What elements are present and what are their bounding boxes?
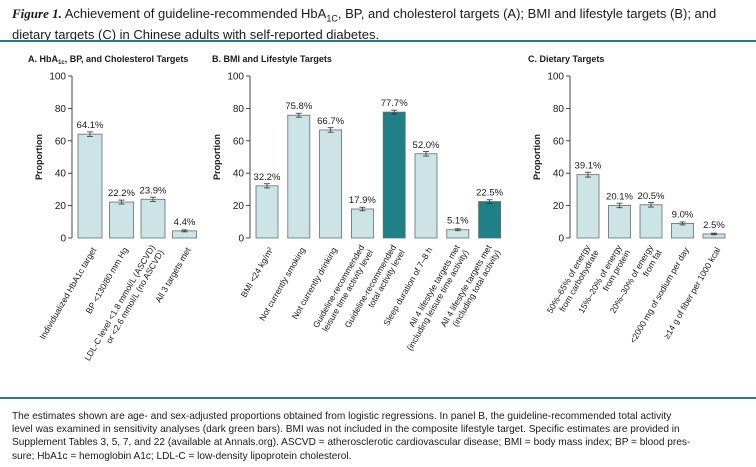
bar	[319, 129, 343, 239]
y-tick-label: 60	[233, 136, 245, 147]
bar	[639, 204, 663, 239]
y-tick-label: 80	[553, 104, 565, 115]
y-axis-label: Proportion	[34, 134, 44, 180]
y-axis-label: Proportion	[532, 134, 542, 180]
footnote-line: level was examined in sensitivity analys…	[12, 424, 680, 436]
y-tick-label: 0	[238, 234, 244, 245]
y-tick-label: 40	[55, 169, 67, 180]
panel-a: A. HbA1c, BP, and Cholesterol Targets 0 20…	[28, 54, 197, 363]
data-label: 17.9%	[349, 195, 376, 206]
data-label: 4.4%	[174, 217, 196, 228]
data-label: 52.0%	[413, 140, 440, 151]
y-tick-label: 100	[227, 72, 244, 83]
title-subscript: 1C	[326, 13, 338, 24]
y-tick-label: 100	[547, 72, 564, 83]
chart-area: A. HbA1c, BP, and Cholesterol Targets 0 20…	[28, 54, 726, 363]
y-tick-label: 80	[233, 104, 245, 115]
y-tick-label: 0	[558, 234, 564, 245]
bar	[414, 153, 438, 239]
bottom-rule	[0, 397, 756, 399]
y-tick-label: 60	[553, 136, 565, 147]
footnote-line: sure; HbA1c = hemoglobin A1c; LDL-C = lo…	[12, 450, 352, 462]
data-label: 5.1%	[447, 216, 469, 227]
title-part-2: , BP, and cholesterol targets (A); BMI a…	[12, 6, 717, 42]
y-tick-label: 100	[49, 72, 66, 83]
bar	[287, 114, 311, 239]
y-tick-label: 80	[55, 104, 67, 115]
y-tick-label: 40	[233, 169, 245, 180]
bar	[350, 208, 374, 239]
bar	[478, 201, 502, 239]
y-tick-label: 0	[60, 234, 66, 245]
top-rule	[0, 40, 756, 42]
data-label: 39.1%	[575, 161, 602, 172]
bar	[576, 174, 600, 239]
y-tick-label: 20	[553, 201, 565, 212]
data-label: 23.9%	[140, 185, 167, 196]
bar	[255, 185, 279, 239]
data-label: 20.5%	[638, 191, 665, 202]
bar	[608, 205, 631, 239]
data-label: 66.7%	[317, 116, 344, 127]
data-label: 32.2%	[254, 172, 281, 183]
figure-label: Figure 1.	[12, 6, 62, 21]
data-label: 22.5%	[476, 188, 503, 199]
y-tick-label: 20	[233, 201, 245, 212]
figure-title: Figure 1. Achievement of guideline-recom…	[12, 6, 748, 42]
category-label: Individualized HbA1c target	[37, 245, 98, 341]
panel-c: C. Dietary Targets 0 20 40 60 80 100 Proportion…	[528, 54, 726, 345]
y-tick-label: 60	[55, 136, 67, 147]
y-axis-label: Proportion	[212, 134, 222, 180]
category-label: BMI <24 kg/m²	[239, 245, 276, 299]
data-label: 75.8%	[285, 101, 312, 112]
footnote: The estimates shown are age- and sex-adj…	[12, 410, 747, 463]
panel-title: B. BMI and Lifestyle Targets	[212, 54, 332, 64]
bar	[382, 111, 406, 239]
panel-b: B. BMI and Lifestyle Targets 0 20 40 60 80 100…	[212, 54, 504, 352]
footnote-line: The estimates shown are age- and sex-adj…	[12, 411, 672, 422]
category-label: ≥14 g of fiber per 1000 kcal	[662, 245, 723, 340]
data-label: 22.2%	[108, 188, 135, 199]
panel-title: A. HbA1c, BP, and Cholesterol Targets	[28, 54, 188, 66]
footnote-line: Supplement Tables 3, 5, 7, and 22 (avail…	[12, 437, 691, 449]
bar	[77, 133, 103, 239]
data-label: 77.7%	[381, 98, 408, 109]
data-label: 2.5%	[703, 220, 725, 231]
panel-title: C. Dietary Targets	[528, 54, 604, 64]
data-label: 9.0%	[672, 209, 694, 220]
bar	[140, 198, 166, 239]
data-label: 64.1%	[77, 120, 104, 131]
bar	[109, 201, 134, 239]
bar	[671, 223, 694, 239]
data-label: 20.1%	[606, 191, 633, 202]
y-tick-label: 20	[55, 201, 67, 212]
title-part-1: Achievement of guideline-recommended HbA	[64, 6, 327, 21]
y-tick-label: 40	[553, 169, 565, 180]
